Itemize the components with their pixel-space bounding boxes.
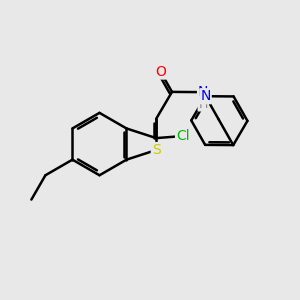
Text: Cl: Cl	[176, 129, 190, 143]
Text: H: H	[199, 98, 208, 110]
Text: N: N	[200, 89, 211, 103]
Text: S: S	[152, 143, 161, 157]
Text: O: O	[155, 64, 166, 79]
Text: N: N	[198, 85, 208, 99]
